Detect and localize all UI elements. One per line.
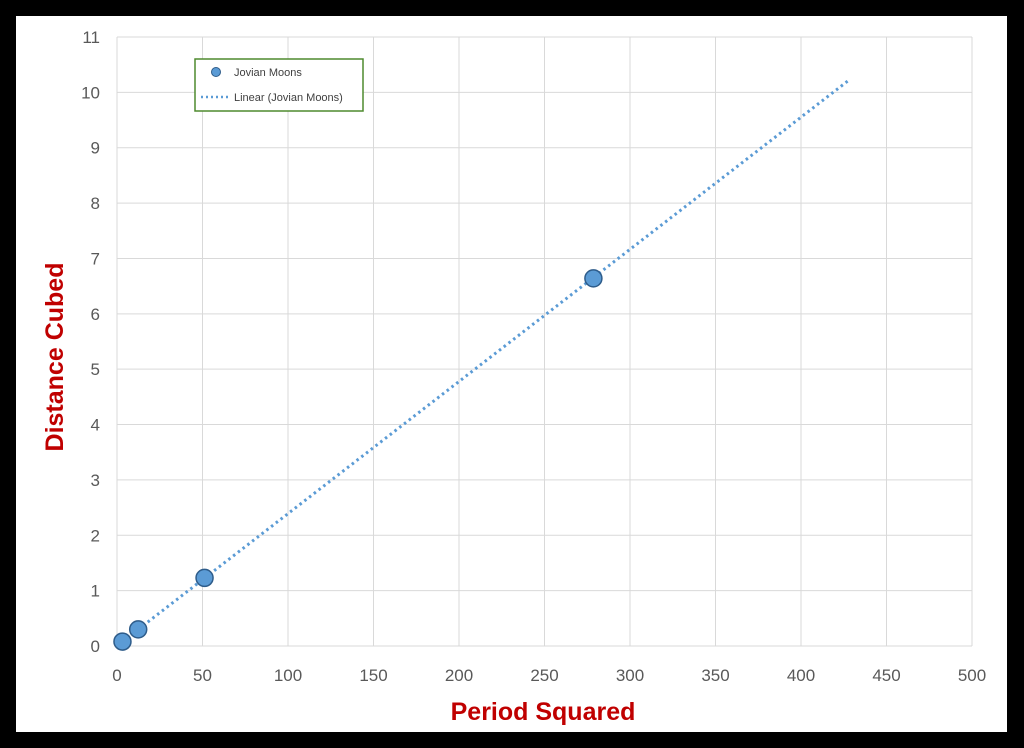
- y-tick-label: 1: [91, 582, 100, 601]
- y-tick-label: 2: [91, 526, 100, 545]
- data-point: [128, 620, 148, 639]
- x-tick-label: 450: [872, 666, 900, 685]
- y-tick-label: 7: [91, 249, 100, 268]
- data-points: [113, 269, 603, 651]
- x-tick-label: 250: [530, 666, 558, 685]
- x-tick-label: 400: [787, 666, 815, 685]
- y-tick-label: 11: [82, 28, 100, 47]
- legend-box: [194, 58, 364, 112]
- tick-labels: 0 50 100 150 200 250 300 350 400 450 500 0 1 2 3 4 5 6 7 8 9…: [81, 28, 986, 685]
- chart-background: [16, 16, 1007, 732]
- y-tick-label: 0: [91, 637, 100, 656]
- y-tick-label: 4: [91, 416, 100, 435]
- x-tick-label: 0: [112, 666, 121, 685]
- data-point: [584, 269, 603, 288]
- x-tick-label: 350: [701, 666, 729, 685]
- y-axis-title: Distance Cubed: [41, 263, 69, 452]
- x-axis-title: Period Squared: [451, 698, 636, 726]
- x-tick-label: 100: [274, 666, 302, 685]
- y-tick-label: 6: [91, 305, 100, 324]
- legend-marker-icon: [211, 67, 221, 77]
- y-tick-label: 5: [91, 360, 100, 379]
- x-tick-label: 200: [445, 666, 473, 685]
- chart-frame: 0 50 100 150 200 250 300 350 400 450 500 0 1 2 3 4 5 6 7 8 9…: [16, 16, 1007, 732]
- legend-trendline-label: Linear (Jovian Moons): [234, 92, 343, 104]
- y-tick-label: 3: [91, 471, 100, 490]
- gridlines: [116, 36, 973, 647]
- scatter-chart: 0 50 100 150 200 250 300 350 400 450 500 0 1 2 3 4 5 6 7 8 9…: [16, 16, 1007, 732]
- x-tick-label: 150: [359, 666, 387, 685]
- data-point: [195, 568, 214, 588]
- x-tick-label: 500: [958, 666, 986, 685]
- legend-series-label: Jovian Moons: [234, 67, 302, 79]
- x-tick-label: 300: [616, 666, 644, 685]
- y-tick-label: 8: [91, 194, 100, 213]
- y-tick-label: 10: [81, 83, 100, 102]
- x-tick-label: 50: [193, 666, 212, 685]
- legend: Jovian Moons Linear (Jovian Moons): [194, 58, 364, 112]
- data-point: [113, 632, 132, 651]
- y-tick-label: 9: [91, 139, 100, 158]
